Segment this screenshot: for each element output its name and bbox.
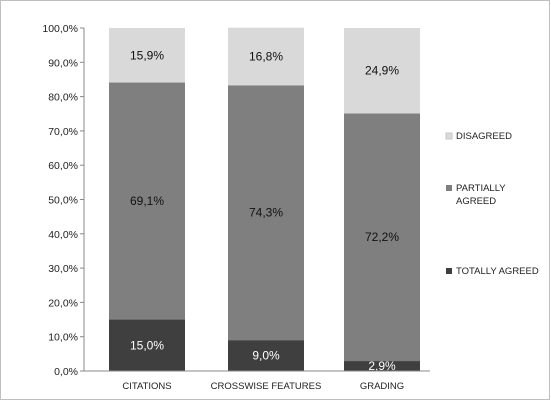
legend-label-partially-agreed: PARTIALLY AGREED [456, 183, 506, 207]
bars: 15,0% 69,1% 15,9% 9,0% 74,3% 16,8% 2,9% 72,2% 24… [109, 27, 420, 373]
bar-segment-totally-agreed [109, 319, 185, 371]
y-tick-label: 80,0% [48, 92, 78, 104]
y-tick-label: 10,0% [48, 332, 78, 344]
legend: DISAGREED PARTIALLY AGREED TOTALLY AGREED [445, 131, 539, 277]
y-tick-label: 60,0% [48, 160, 78, 172]
y-tick-label: 20,0% [48, 297, 78, 309]
data-label-partially-agreed: 69,1% [130, 194, 164, 208]
y-tick-label: 100,0% [42, 23, 78, 35]
x-axis-categories: CITATIONS CROSSWISE FEATURES GRADING [122, 381, 404, 392]
data-label-disagreed: 16,8% [249, 49, 283, 63]
legend-swatch-partially-agreed [446, 185, 452, 191]
legend-label-disagreed: DISAGREED [456, 131, 512, 142]
bar-segment-partially-agreed [109, 82, 185, 320]
bar-segment-partially-agreed [344, 113, 420, 362]
y-tick-label: 90,0% [48, 57, 78, 69]
y-axis-ticks: 0,0% 10,0% 20,0% 30,0% 40,0% 50,0% 60,0% 70,0% 8… [42, 23, 84, 378]
bar-segment-disagreed [109, 28, 185, 83]
y-tick-label: 50,0% [48, 195, 78, 207]
bar-segment-totally-agreed [228, 340, 304, 371]
legend-label-totally-agreed: TOTALLY AGREED [456, 266, 539, 277]
data-label-partially-agreed: 72,2% [365, 230, 399, 244]
x-category-label: CITATIONS [122, 381, 171, 392]
data-label-disagreed: 24,9% [365, 64, 399, 78]
data-label-totally-agreed: 2,9% [368, 359, 396, 373]
x-category-label: CROSSWISE FEATURES [211, 381, 322, 392]
data-label-totally-agreed: 15,0% [130, 338, 164, 352]
bar-segment-disagreed [228, 27, 304, 86]
y-tick-label: 70,0% [48, 126, 78, 138]
legend-swatch-totally-agreed [446, 268, 452, 274]
y-tick-label: 0,0% [54, 366, 78, 378]
bar-segment-disagreed [344, 28, 420, 114]
x-category-label: GRADING [360, 381, 404, 392]
data-label-totally-agreed: 9,0% [252, 349, 280, 363]
legend-swatch-disagreed [445, 132, 453, 140]
y-tick-label: 40,0% [48, 229, 78, 241]
data-label-disagreed: 15,9% [130, 48, 164, 62]
data-label-partially-agreed: 74,3% [249, 206, 283, 220]
bar-segment-partially-agreed [228, 85, 304, 341]
y-tick-label: 30,0% [48, 263, 78, 275]
bar-segment-totally-agreed [344, 361, 420, 371]
